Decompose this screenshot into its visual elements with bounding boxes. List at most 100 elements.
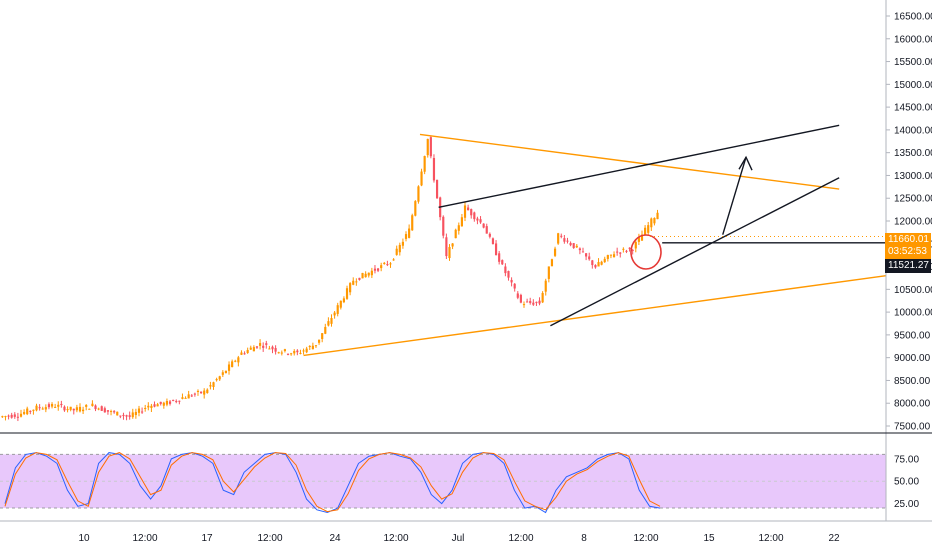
candle-body: [383, 262, 386, 264]
candle-body: [569, 242, 572, 246]
candle-body: [454, 229, 457, 239]
candle-body: [581, 251, 585, 253]
candle-body: [401, 241, 404, 246]
price-tick-label: 15500.00: [894, 57, 932, 68]
candle-body: [144, 407, 147, 409]
candle-body: [395, 248, 398, 255]
candle-body: [482, 223, 485, 228]
candle-body: [429, 137, 432, 157]
candle-body: [26, 408, 29, 415]
candle-body: [398, 244, 401, 253]
candle-body: [538, 300, 541, 304]
candle-body: [376, 268, 380, 271]
candle-body: [296, 350, 299, 353]
candle-body: [153, 404, 156, 407]
candle-body: [224, 370, 228, 374]
black-upper-channel: [438, 124, 840, 209]
candle-body: [10, 414, 13, 418]
projection-arrowhead: [738, 155, 753, 171]
line-price-tag: 11521.27: [885, 259, 931, 273]
candle-body: [640, 234, 644, 241]
candle-body: [193, 393, 196, 395]
candle-body: [16, 416, 19, 418]
candle-body: [4, 416, 7, 418]
candle-body: [501, 260, 504, 265]
candle-body: [370, 270, 373, 276]
candle-body: [159, 401, 162, 404]
candle-body: [13, 414, 16, 417]
candle-body: [54, 406, 57, 408]
candle-body: [358, 277, 361, 280]
candle-body: [535, 301, 538, 303]
black-lower-channel: [550, 177, 840, 327]
candle-body: [299, 352, 302, 354]
candle-body: [631, 249, 634, 251]
candle-body: [373, 268, 377, 271]
candle-body: [234, 360, 237, 362]
candle-body: [215, 379, 218, 381]
candle-body: [280, 352, 283, 354]
oscillator-line-2: [4, 452, 661, 513]
line-price-value: 11521.27: [888, 260, 929, 271]
candle-body: [588, 256, 591, 260]
candle-body: [612, 254, 616, 258]
candle-body: [336, 305, 339, 314]
candle-body: [529, 301, 532, 303]
candle-body: [448, 247, 451, 259]
candle-body: [550, 259, 554, 267]
candle-body: [190, 395, 193, 397]
candle-body: [57, 404, 60, 407]
candle-body: [271, 346, 274, 350]
candle-body: [504, 266, 507, 274]
time-tick-label: 12:00: [508, 533, 533, 544]
candle-body: [184, 397, 187, 399]
price-tick-label: 13000.00: [894, 171, 932, 182]
candle-body: [69, 406, 72, 410]
countdown-value: 03:52:53: [888, 246, 927, 257]
candle-body: [330, 318, 333, 324]
candle-body: [131, 412, 134, 418]
candle-body: [578, 248, 581, 251]
candle-body: [314, 345, 318, 347]
candle-body: [60, 403, 63, 406]
candle-body: [510, 279, 513, 283]
candle-body: [345, 288, 349, 299]
candle-body: [560, 235, 563, 237]
orange-support: [303, 274, 887, 357]
candle-body: [206, 389, 209, 394]
candle-body: [426, 138, 429, 156]
candle-body: [283, 349, 287, 352]
candle-body: [119, 415, 122, 417]
candle-body: [603, 258, 606, 263]
candle-body: [268, 348, 271, 350]
candle-body: [265, 343, 268, 345]
candle-body: [420, 171, 423, 186]
candle-body: [625, 250, 628, 252]
candle-body: [637, 237, 640, 242]
candle-body: [125, 415, 128, 417]
time-tick-label: 10: [78, 533, 90, 544]
candle-body: [594, 265, 597, 268]
price-tick-label: 7500.00: [894, 422, 931, 433]
time-tick-label: 12:00: [633, 533, 658, 544]
candle-body: [575, 245, 578, 248]
candle-body: [597, 262, 600, 267]
candle-body: [47, 404, 51, 408]
candle-body: [91, 403, 94, 407]
time-tick-label: 12:00: [257, 533, 282, 544]
candle-body: [165, 400, 169, 405]
candle-body: [317, 339, 321, 343]
candle-body: [231, 361, 234, 368]
candle-body: [122, 414, 125, 417]
price-tick-label: 16500.00: [894, 12, 932, 23]
candle-body: [85, 404, 88, 407]
oscillator-tick-label: 75.00: [894, 454, 919, 465]
candle-body: [498, 253, 501, 262]
candle-body: [168, 401, 172, 404]
candle-body: [566, 240, 569, 242]
candle-body: [255, 346, 259, 348]
candle-body: [141, 411, 144, 413]
candle-body: [547, 266, 550, 279]
price-tick-label: 9500.00: [894, 330, 931, 341]
